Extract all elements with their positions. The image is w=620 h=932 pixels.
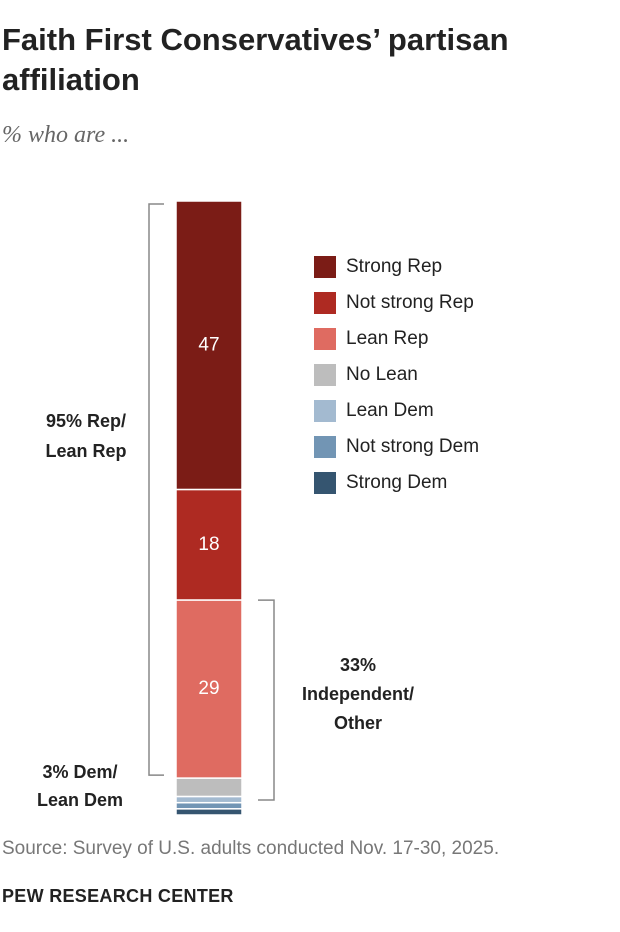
data-label: 47 xyxy=(198,334,219,355)
bar-segment xyxy=(175,777,243,798)
annotation: Independent/ xyxy=(302,684,414,704)
annotation: 95% Rep/ xyxy=(46,411,126,431)
legend-label: No Lean xyxy=(346,364,418,385)
annotation: 33% xyxy=(340,655,376,675)
legend-swatch xyxy=(314,436,336,458)
legend-swatch xyxy=(314,364,336,386)
legend-label: Strong Rep xyxy=(346,256,442,277)
legend-swatch xyxy=(314,292,336,314)
bracket xyxy=(148,203,164,776)
bar-segment xyxy=(175,200,243,491)
credit: PEW RESEARCH CENTER xyxy=(2,886,234,906)
annotation: Lean Rep xyxy=(45,441,126,461)
annotation: 3% Dem/ xyxy=(42,762,117,782)
bar-segment xyxy=(175,801,243,810)
data-label: 29 xyxy=(198,678,219,699)
legend-label: Strong Dem xyxy=(346,472,447,493)
legend-label: Lean Rep xyxy=(346,328,428,349)
chart: 47 18 29 Strong Rep Not strong Rep Lean Rep No… xyxy=(37,200,479,816)
legend-swatch xyxy=(314,256,336,278)
annotation: Other xyxy=(334,713,382,733)
legend-label: Not strong Dem xyxy=(346,436,479,457)
annotation: Lean Dem xyxy=(37,790,123,810)
bar-segment xyxy=(175,795,243,804)
chart-title: Faith First Conservatives’ partisan affi… xyxy=(2,22,509,97)
chart-subtitle: % who are ... xyxy=(2,122,130,148)
legend-label: Lean Dem xyxy=(346,400,434,421)
legend-swatch xyxy=(314,328,336,350)
legend-swatch xyxy=(314,400,336,422)
data-label: 18 xyxy=(198,534,219,555)
bar-segment xyxy=(175,808,243,816)
legend-label: Not strong Rep xyxy=(346,292,474,313)
bracket xyxy=(258,599,275,801)
source-note: Source: Survey of U.S. adults conducted … xyxy=(2,838,500,859)
legend-swatch xyxy=(314,472,336,494)
